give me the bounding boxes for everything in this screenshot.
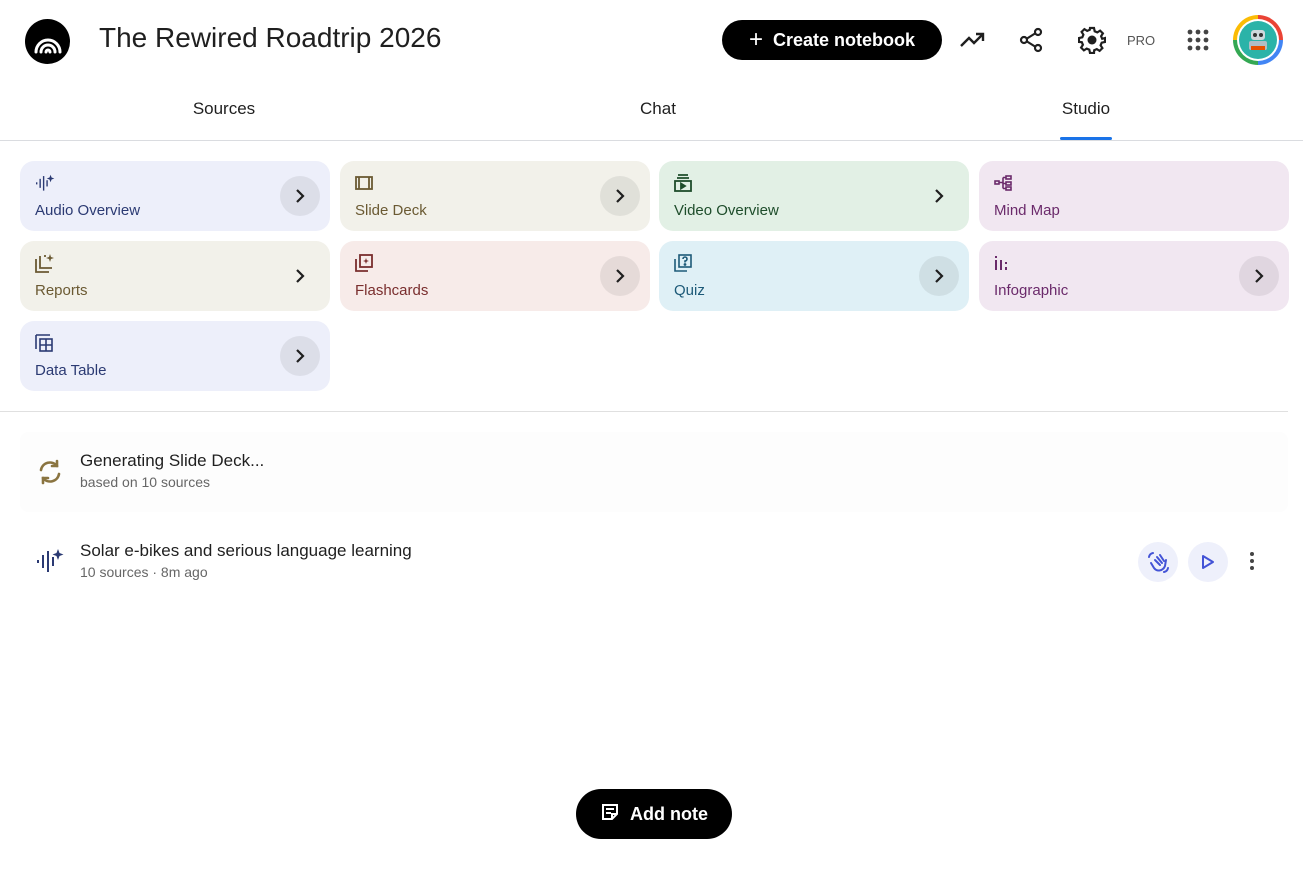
slides-icon <box>355 173 635 193</box>
chevron-right-icon[interactable] <box>919 256 959 296</box>
chevron-right-icon[interactable] <box>919 176 959 216</box>
output-title: Generating Slide Deck... <box>80 451 265 470</box>
tab-divider <box>0 140 1303 141</box>
studio-card-label: Video Overview <box>674 202 779 219</box>
apps-grid-icon[interactable] <box>1182 24 1214 56</box>
add-note-button[interactable]: Add note <box>576 789 732 839</box>
studio-card-label: Slide Deck <box>355 202 427 219</box>
interactive-mode-button[interactable] <box>1138 542 1178 582</box>
chevron-right-icon[interactable] <box>280 336 320 376</box>
studio-card-slide-deck[interactable]: Slide Deck <box>340 161 650 231</box>
studio-card-quiz[interactable]: Quiz <box>659 241 969 311</box>
avatar[interactable] <box>1233 15 1283 65</box>
studio-card-data-table[interactable]: Data Table <box>20 321 330 391</box>
flashcards-icon <box>355 253 635 273</box>
studio-card-reports[interactable]: Reports <box>20 241 330 311</box>
studio-card-label: Quiz <box>674 282 705 299</box>
share-icon[interactable] <box>1015 24 1047 56</box>
infographic-icon <box>994 253 1274 273</box>
create-notebook-button[interactable]: + Create notebook <box>722 20 942 60</box>
studio-card-label: Mind Map <box>994 202 1060 219</box>
quiz-icon <box>674 253 954 273</box>
studio-card-audio-overview[interactable]: Audio Overview <box>20 161 330 231</box>
chevron-right-icon[interactable] <box>600 176 640 216</box>
studio-card-label: Data Table <box>35 362 107 379</box>
pro-badge: PRO <box>1127 33 1156 48</box>
more-options-icon[interactable] <box>1242 548 1262 574</box>
chevron-right-icon[interactable] <box>280 176 320 216</box>
tab-sources[interactable]: Sources <box>192 99 256 118</box>
output-subtitle: based on 10 sources <box>80 474 210 490</box>
studio-card-flashcards[interactable]: Flashcards <box>340 241 650 311</box>
audio-waveform-sparkle-icon <box>36 548 64 579</box>
play-button[interactable] <box>1188 542 1228 582</box>
output-subtitle: 10 sources · 8m ago <box>80 564 208 580</box>
reports-icon <box>35 253 315 273</box>
studio-card-label: Flashcards <box>355 282 429 299</box>
generating-item <box>20 432 1288 512</box>
tab-chat[interactable]: Chat <box>640 99 676 118</box>
sync-icon <box>36 458 64 491</box>
analytics-icon[interactable] <box>957 24 989 56</box>
chevron-right-icon[interactable] <box>1239 256 1279 296</box>
audio-waveform-sparkle-icon <box>35 173 315 193</box>
tab-studio[interactable]: Studio <box>1061 99 1111 118</box>
notebooklm-logo-icon[interactable] <box>25 19 70 64</box>
chevron-right-icon[interactable] <box>280 256 320 296</box>
studio-card-video-overview[interactable]: Video Overview <box>659 161 969 231</box>
studio-card-label: Reports <box>35 282 88 299</box>
active-tab-indicator <box>1060 137 1112 140</box>
studio-card-label: Infographic <box>994 282 1069 299</box>
chevron-right-icon[interactable] <box>600 256 640 296</box>
plus-icon: + <box>748 26 763 53</box>
section-divider <box>0 411 1288 412</box>
studio-card-label: Audio Overview <box>35 202 141 219</box>
mind-map-icon <box>994 173 1274 193</box>
video-icon <box>674 173 954 193</box>
studio-card-mind-map[interactable]: Mind Map <box>979 161 1289 231</box>
settings-icon[interactable] <box>1076 24 1108 56</box>
data-table-icon <box>35 333 315 353</box>
notebook-title[interactable]: The Rewired Roadtrip 2026 <box>99 22 442 53</box>
studio-card-infographic[interactable]: Infographic <box>979 241 1289 311</box>
list-item[interactable]: Solar e-bikes and serious language learn… <box>80 541 412 580</box>
output-title: Solar e-bikes and serious language learn… <box>80 541 412 560</box>
note-icon <box>600 802 620 827</box>
